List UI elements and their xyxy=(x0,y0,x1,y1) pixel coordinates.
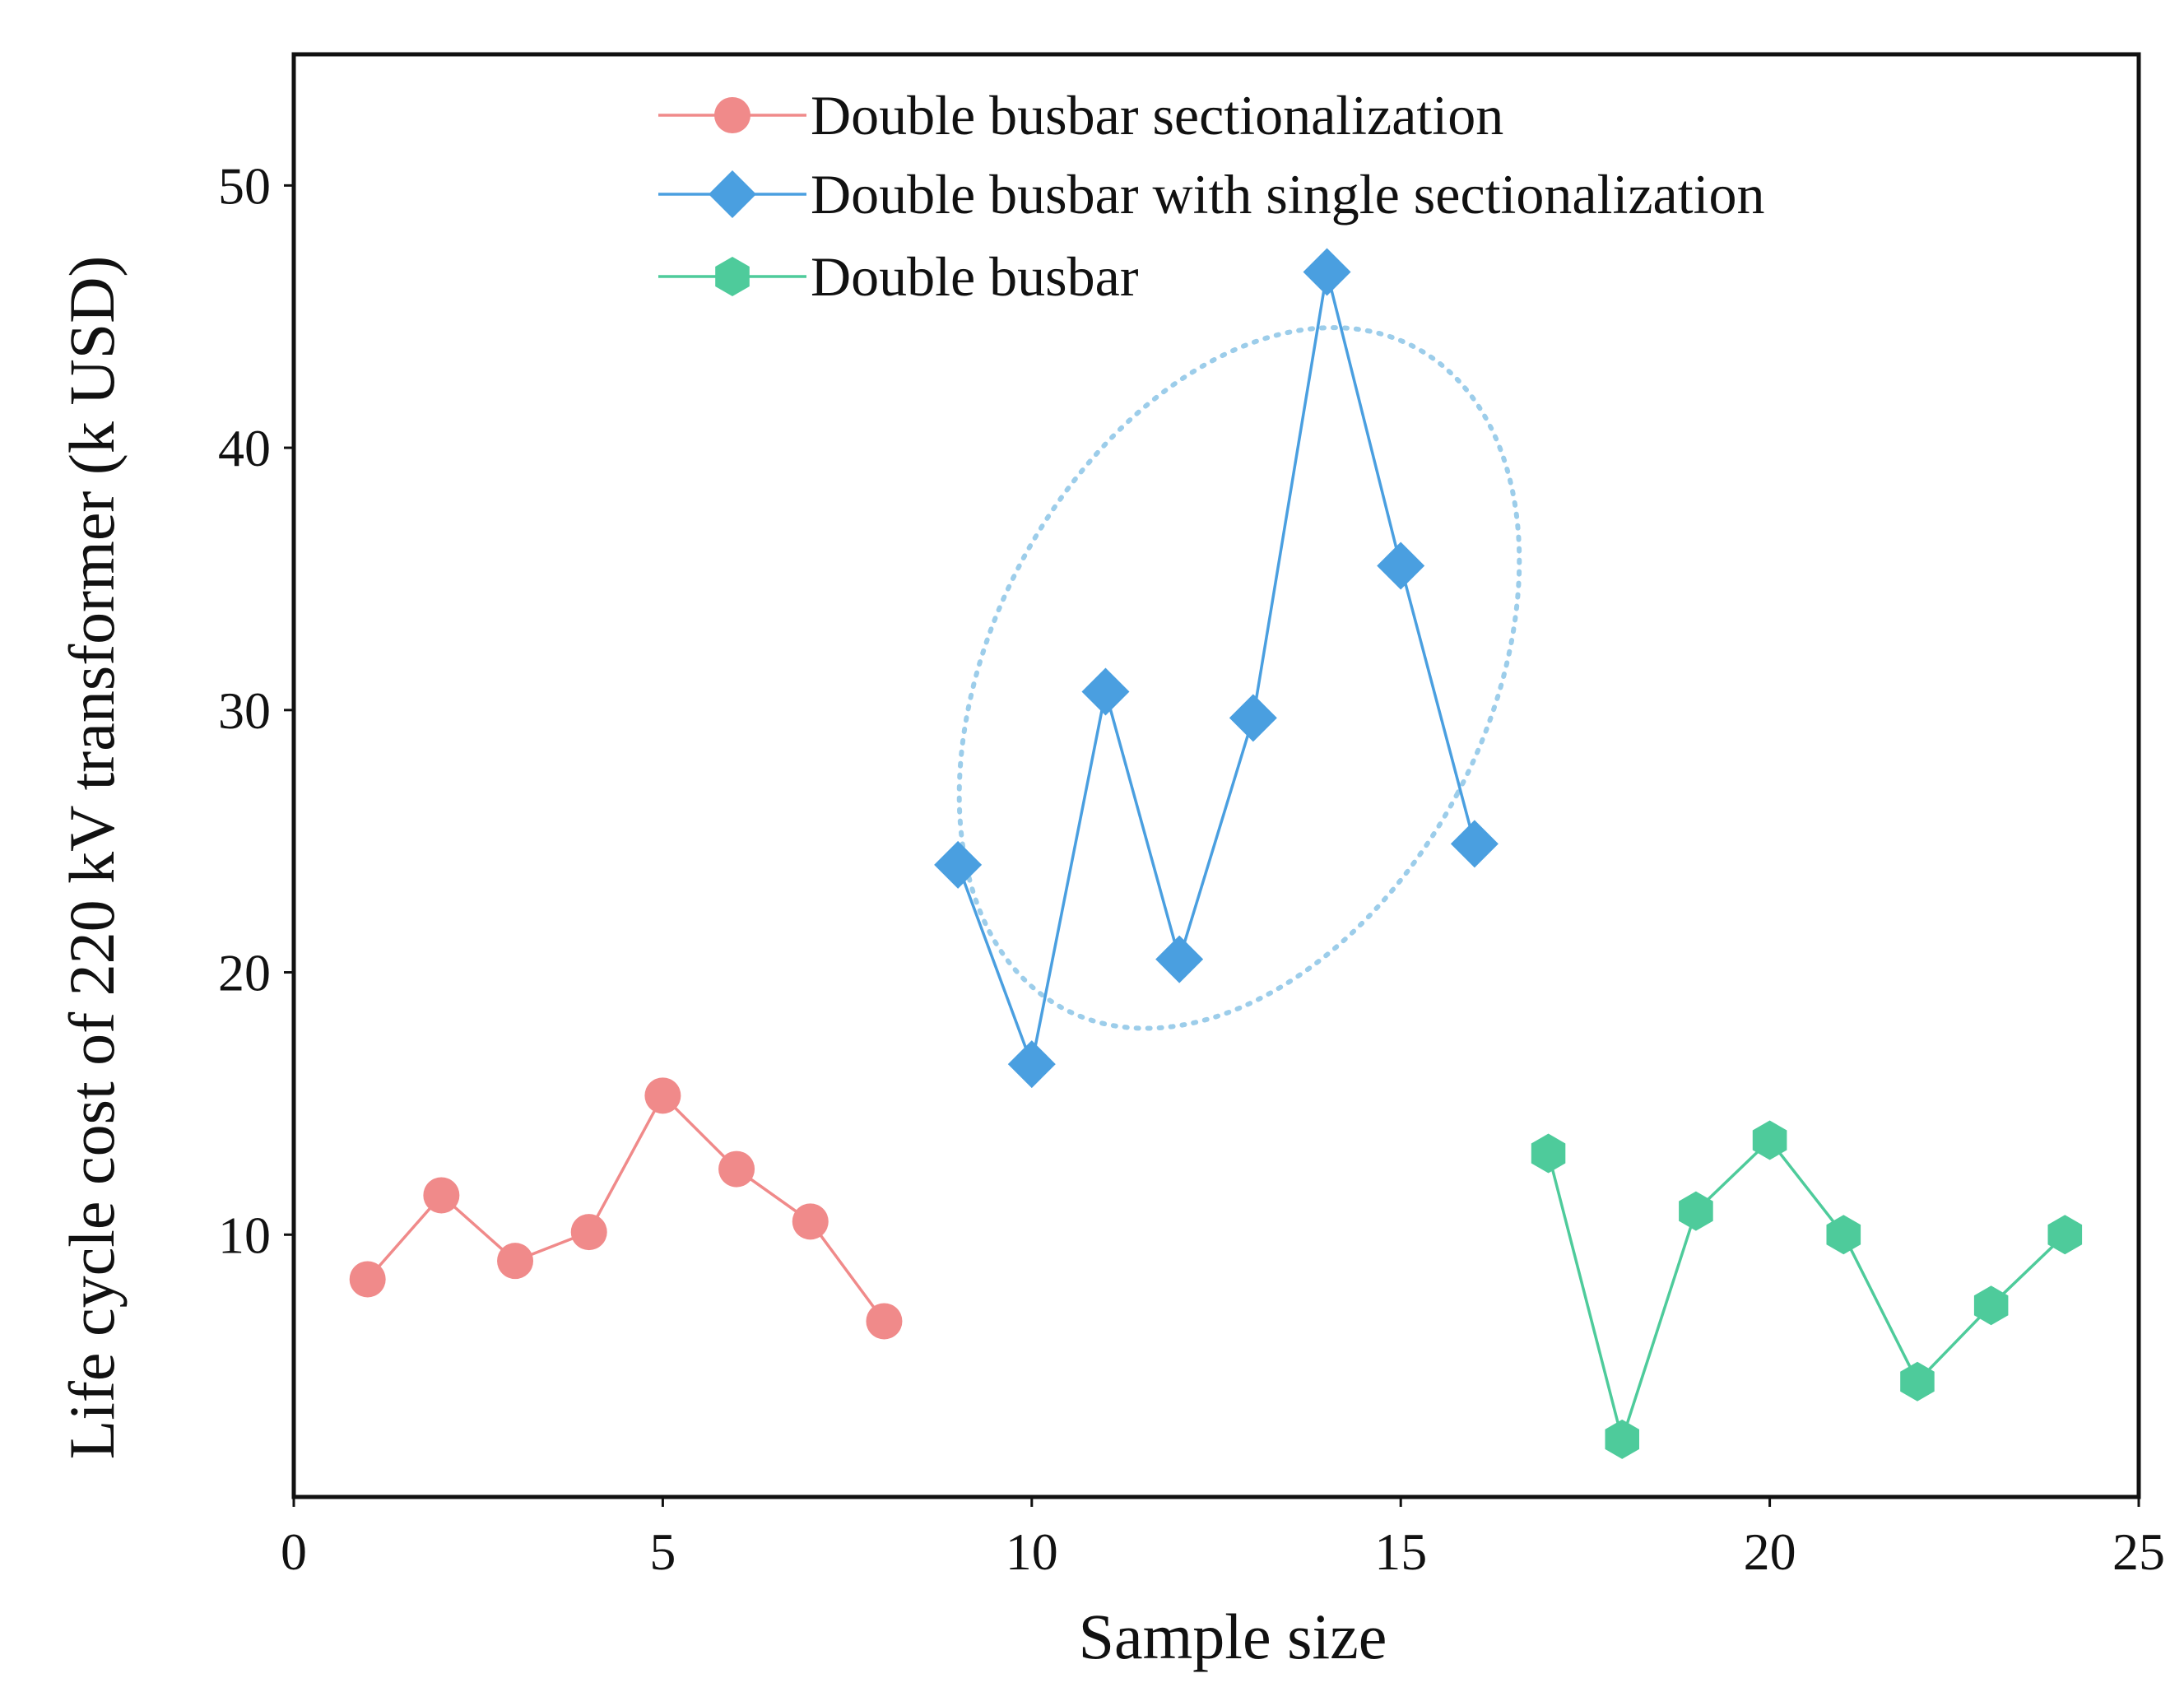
y-tick-label: 30 xyxy=(218,681,271,740)
legend-marker-double-busbar-with-single-sectionalization xyxy=(709,170,756,218)
data-point-double-busbar xyxy=(2047,1215,2083,1255)
data-point-double-busbar xyxy=(1679,1191,1713,1231)
x-tick-label: 5 xyxy=(649,1522,676,1581)
x-tick-label: 10 xyxy=(1006,1522,1058,1581)
legend-marker-double-busbar-sectionalization xyxy=(714,97,750,133)
y-axis-ticks: 10 20 30 40 50 xyxy=(218,156,294,1264)
annotation-layer xyxy=(956,325,1522,1031)
legend-label: Double busbar sectionalization xyxy=(811,84,1503,146)
x-axis-ticks: 0 5 10 15 20 25 xyxy=(281,1497,2165,1581)
series-markers xyxy=(349,248,2083,1459)
data-point-double-busbar-with-single-sectionalization xyxy=(1377,542,1425,590)
highlight-ellipse xyxy=(956,325,1522,1031)
legend-marker-double-busbar xyxy=(715,257,750,296)
data-point-double-busbar-with-single-sectionalization xyxy=(1229,694,1277,742)
data-point-double-busbar xyxy=(1605,1419,1639,1459)
y-axis-label: Life cycle cost of 220 kV transformer (k… xyxy=(56,256,128,1460)
data-point-double-busbar xyxy=(1973,1285,2009,1326)
data-point-double-busbar-sectionalization xyxy=(644,1077,681,1114)
data-point-double-busbar xyxy=(1900,1361,1935,1401)
y-tick-label: 50 xyxy=(218,156,271,215)
x-axis-label: Sample size xyxy=(1079,1601,1387,1672)
data-point-double-busbar-with-single-sectionalization xyxy=(1155,935,1204,983)
data-point-double-busbar xyxy=(1826,1215,1861,1255)
series-line-double-busbar xyxy=(1546,1137,2066,1445)
legend: Double busbar sectionalization Double bus… xyxy=(658,84,1765,308)
data-point-double-busbar-with-single-sectionalization xyxy=(1303,248,1351,296)
y-tick-label: 40 xyxy=(218,419,271,477)
data-point-double-busbar-with-single-sectionalization xyxy=(1450,820,1499,868)
data-point-double-busbar-with-single-sectionalization xyxy=(1007,1040,1056,1089)
data-point-double-busbar xyxy=(1531,1133,1566,1174)
plot-frame xyxy=(291,52,2141,1499)
data-point-double-busbar-sectionalization xyxy=(349,1261,386,1298)
series-line-double-busbar-with-single-sectionalization xyxy=(956,272,1476,1070)
data-point-double-busbar-with-single-sectionalization xyxy=(1081,667,1130,716)
data-point-double-busbar-sectionalization xyxy=(423,1177,460,1214)
data-point-double-busbar-sectionalization xyxy=(792,1203,829,1240)
legend-label: Double busbar with single sectionalizati… xyxy=(811,163,1765,225)
legend-label: Double busbar xyxy=(811,245,1139,308)
data-point-double-busbar-sectionalization xyxy=(718,1150,755,1188)
x-tick-label: 25 xyxy=(2112,1522,2165,1581)
x-tick-label: 15 xyxy=(1374,1522,1427,1581)
x-tick-label: 20 xyxy=(1744,1522,1796,1581)
y-tick-label: 20 xyxy=(218,944,271,1002)
data-point-double-busbar-with-single-sectionalization xyxy=(934,840,983,889)
data-point-double-busbar-sectionalization xyxy=(866,1303,903,1340)
data-point-double-busbar xyxy=(1752,1120,1787,1160)
data-point-double-busbar-sectionalization xyxy=(497,1243,534,1280)
x-tick-label: 0 xyxy=(281,1522,307,1581)
data-point-double-busbar-sectionalization xyxy=(570,1214,607,1251)
series-lines xyxy=(366,272,2066,1445)
y-tick-label: 10 xyxy=(218,1206,271,1264)
